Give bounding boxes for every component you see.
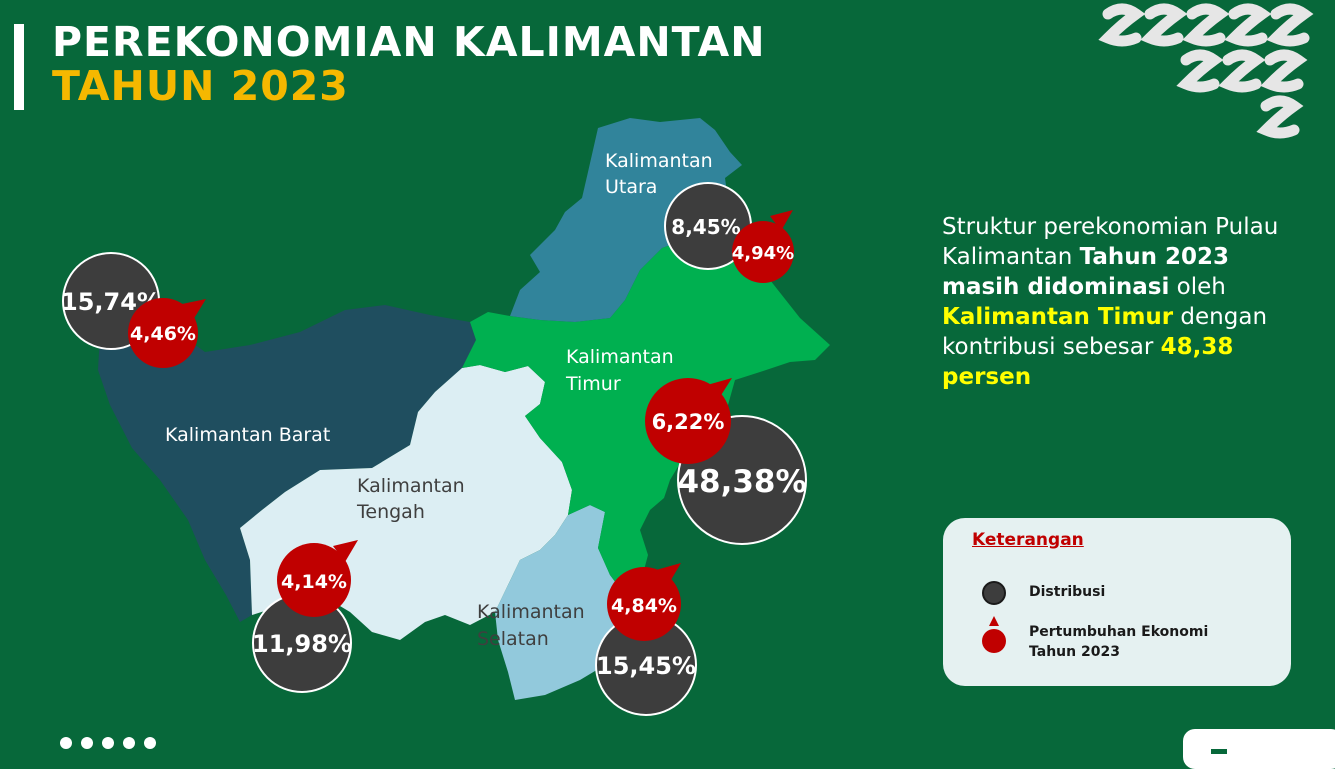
growth-value-timur: 6,22%	[652, 410, 725, 434]
growth-arrow-utara	[770, 210, 793, 231]
label-kalimantan-selatan-1: Kalimantan	[477, 601, 585, 623]
label-kalimantan-timur-1: Kalimantan	[566, 346, 674, 368]
distribusi-value-timur: 48,38%	[677, 464, 806, 500]
growth-value-tengah: 4,14%	[281, 571, 347, 593]
growth-value-utara: 4,94%	[732, 243, 794, 264]
desc-part-6: 48,38 persen	[942, 334, 1234, 390]
dot-icon	[123, 737, 135, 749]
label-kalimantan-utara-2: Utara	[605, 176, 657, 198]
growth-arrow-barat	[182, 299, 206, 320]
corner-card	[1183, 729, 1335, 769]
description-text: Struktur perekonomian Pulau Kalimantan T…	[942, 212, 1302, 392]
growth-bubble-selatan	[607, 567, 681, 641]
label-kalimantan-barat: Kalimantan Barat	[165, 424, 330, 446]
dot-icon	[144, 737, 156, 749]
desc-part-3: oleh	[1169, 274, 1226, 300]
legend-growth-label-2: Tahun 2023	[1029, 644, 1120, 660]
page-subtitle: TAHUN 2023	[52, 62, 349, 110]
growth-arrow-tengah	[333, 540, 358, 562]
growth-arrow-selatan	[656, 563, 681, 585]
label-kalimantan-tengah-2: Tengah	[356, 501, 425, 523]
region-kalimantan-barat	[98, 305, 476, 622]
growth-value-barat: 4,46%	[130, 323, 196, 345]
distribusi-legend-icon	[982, 581, 1006, 605]
title-accent-bar	[14, 24, 24, 110]
slide-dots	[60, 734, 165, 753]
dot-icon	[60, 737, 72, 749]
dot-icon	[81, 737, 93, 749]
region-kalimantan-selatan	[495, 505, 625, 700]
distribusi-value-utara: 8,45%	[671, 215, 740, 239]
legend-growth-label-1: Pertumbuhan Ekonomi	[1029, 624, 1209, 640]
corner-mark-icon	[1211, 749, 1227, 754]
growth-bubble-barat	[128, 298, 198, 368]
growth-bubble-tengah	[277, 543, 351, 617]
label-kalimantan-selatan-2: Selatan	[477, 628, 549, 650]
desc-part-5: dengan kontribusi sebesar	[942, 304, 1268, 360]
legend-title: Keterangan	[972, 530, 1084, 550]
page-title: PEREKONOMIAN KALIMANTAN	[52, 18, 766, 66]
label-kalimantan-tengah-1: Kalimantan	[357, 475, 465, 497]
legend-distribusi-label: Distribusi	[1029, 584, 1106, 600]
growth-legend-icon	[982, 616, 1006, 653]
growth-bubble-timur	[645, 378, 731, 464]
desc-part-1: Struktur perekonomian Pulau Kalimantan	[942, 214, 1279, 270]
distribusi-value-tengah: 11,98%	[252, 630, 352, 658]
bps-logo-pattern	[1098, 3, 1314, 139]
growth-arrow-timur	[707, 378, 732, 400]
label-kalimantan-timur-2: Timur	[565, 373, 621, 395]
desc-part-2: Tahun 2023 masih didominasi	[942, 244, 1230, 300]
growth-bubble-utara	[732, 221, 794, 283]
dot-icon	[102, 737, 114, 749]
growth-value-selatan: 4,84%	[611, 595, 677, 617]
region-kalimantan-utara	[510, 118, 742, 322]
label-kalimantan-utara-1: Kalimantan	[605, 150, 713, 172]
desc-part-4: Kalimantan Timur	[942, 304, 1174, 330]
legend-box: Keterangan Distribusi Pertumbuhan Ekonom…	[943, 518, 1291, 686]
distribusi-value-selatan: 15,45%	[596, 652, 696, 680]
